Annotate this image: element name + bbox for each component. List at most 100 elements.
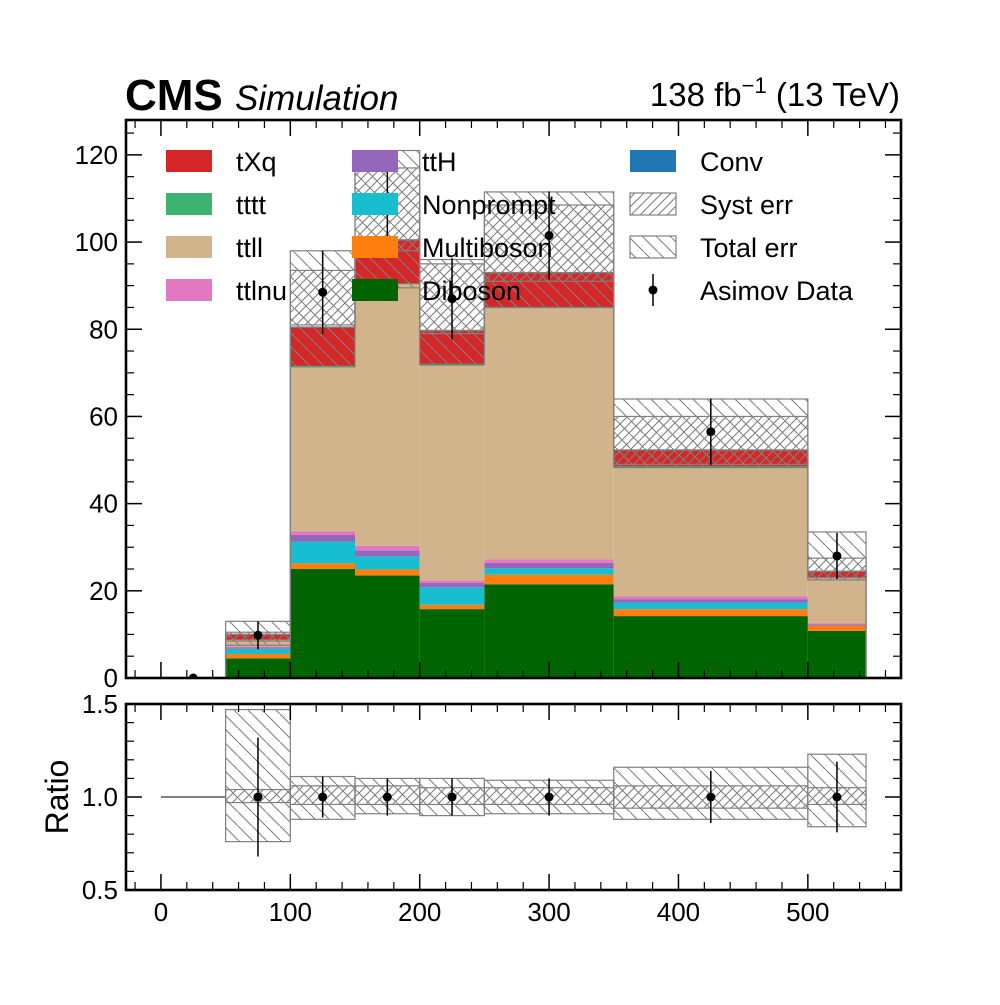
bar-ttlnu-bin-7 <box>808 624 866 625</box>
data-point-1 <box>253 631 262 640</box>
ratio-y-tick-label: 1.5 <box>82 689 118 719</box>
legend-multiboson-label: Multiboson <box>422 233 553 263</box>
bar-ttll-bin-7 <box>808 578 866 624</box>
ratio-y-tick-label: 1.0 <box>82 782 118 812</box>
bar-diboson-bin-2 <box>290 569 355 678</box>
legend-asimov-data-label: Asimov Data <box>700 276 854 306</box>
bar-nonprompt-bin-6 <box>614 603 808 610</box>
legend-nonprompt-swatch <box>352 193 398 215</box>
upper-y-tick-label: 100 <box>75 227 118 257</box>
upper-y-tick-label: 40 <box>89 489 118 519</box>
bar-ttlnu-bin-6 <box>614 596 808 599</box>
ratio-point-3 <box>383 793 392 802</box>
legend-tttt-label: tttt <box>236 190 267 220</box>
legend-tth-label: ttH <box>422 147 457 177</box>
upper-y-tick-label: 120 <box>75 140 118 170</box>
legend-tttt: tttt <box>166 190 267 220</box>
x-tick-label: 400 <box>657 897 700 927</box>
ratio-point-1 <box>253 793 262 802</box>
bar-tth-bin-4 <box>420 583 485 587</box>
legend-ttlnu-swatch <box>166 279 212 301</box>
upper-plot-area <box>161 151 866 683</box>
legend-ttll: ttll <box>166 233 263 263</box>
ratio-point-5 <box>545 793 554 802</box>
legend-ttll-swatch <box>166 236 212 258</box>
legend-syst-err: Syst err <box>630 190 793 220</box>
x-tick-label: 200 <box>398 897 441 927</box>
legend-asimov-data: Asimov Data <box>649 274 855 306</box>
energy-label: (13 TeV) <box>767 76 900 113</box>
bar-nonprompt-bin-3 <box>355 556 420 569</box>
bar-ttlnu-bin-2 <box>290 532 355 535</box>
bar-multiboson-bin-7 <box>808 626 866 631</box>
bar-diboson-bin-1 <box>226 658 291 678</box>
bar-multiboson-bin-5 <box>484 575 613 585</box>
bar-multiboson-bin-2 <box>290 563 355 569</box>
bar-diboson-bin-3 <box>355 576 420 678</box>
ratio-point-4 <box>448 793 457 802</box>
bar-diboson-bin-6 <box>614 616 808 678</box>
legend-asimov-data-marker <box>649 286 658 295</box>
upper-y-tick-label: 20 <box>89 576 118 606</box>
bar-nonprompt-bin-4 <box>420 587 485 604</box>
data-point-2 <box>318 288 327 297</box>
legend-tttt-swatch <box>166 193 212 215</box>
legend-ttlnu: ttlnu <box>166 276 287 306</box>
upper-y-tick-label: 60 <box>89 401 118 431</box>
x-tick-label: 300 <box>527 897 570 927</box>
legend-diboson-swatch <box>352 279 398 301</box>
ratio-point-6 <box>706 793 715 802</box>
legend-conv: Conv <box>630 147 764 177</box>
ratio-plot-area <box>161 710 866 857</box>
legend-syst-err-label: Syst err <box>700 190 793 220</box>
bar-nonprompt-bin-5 <box>484 568 613 575</box>
lumi-exponent: −1 <box>742 73 767 98</box>
experiment-label: CMS <box>125 71 223 120</box>
bar-multiboson-bin-3 <box>355 569 420 575</box>
x-tick-label: 0 <box>154 897 168 927</box>
legend-txq-label: tXq <box>236 147 277 177</box>
bar-tttt-bin-6 <box>614 467 808 468</box>
status-label: Simulation <box>235 79 398 118</box>
legend-ttll-label: ttll <box>236 233 263 263</box>
bar-nonprompt-bin-1 <box>226 649 291 654</box>
ratio-point-7 <box>832 793 841 802</box>
bar-multiboson-bin-1 <box>226 654 291 658</box>
bar-tth-bin-7 <box>808 624 866 625</box>
bar-ttlnu-bin-5 <box>484 559 613 562</box>
legend-total-err-swatch <box>630 236 676 258</box>
bar-nonprompt-bin-2 <box>290 542 355 564</box>
data-point-6 <box>706 427 715 436</box>
ratio-point-2 <box>318 793 327 802</box>
legend-total-err: Total err <box>630 233 798 263</box>
legend-txq: tXq <box>166 147 277 177</box>
lumi-value: 138 fb <box>650 76 742 113</box>
bar-tth-bin-5 <box>484 563 613 568</box>
legend-syst-err-swatch <box>630 193 676 215</box>
bar-ttll-bin-5 <box>484 308 613 559</box>
bar-multiboson-bin-6 <box>614 609 808 616</box>
bar-diboson-bin-7 <box>808 631 866 678</box>
bar-ttll-bin-6 <box>614 468 808 596</box>
ratio-ylabel: Ratio <box>39 760 75 835</box>
legend-conv-label: Conv <box>700 147 764 177</box>
legend-txq-swatch <box>166 150 212 172</box>
legend-diboson-label: Diboson <box>422 276 521 306</box>
bar-ttlnu-bin-3 <box>355 546 420 550</box>
bar-ttll-bin-2 <box>290 368 355 532</box>
bar-tth-bin-6 <box>614 599 808 602</box>
upper-y-tick-label: 80 <box>89 314 118 344</box>
legend-tth-swatch <box>352 150 398 172</box>
legend-conv-swatch <box>630 150 676 172</box>
bar-tttt-bin-4 <box>420 365 485 366</box>
legend-multiboson-swatch <box>352 236 398 258</box>
bar-diboson-bin-4 <box>420 609 485 678</box>
legend-total-err-label: Total err <box>700 233 798 263</box>
data-point-7 <box>832 551 841 560</box>
bar-ttll-bin-3 <box>355 284 420 546</box>
bar-tth-bin-2 <box>290 535 355 542</box>
x-tick-label: 100 <box>269 897 312 927</box>
